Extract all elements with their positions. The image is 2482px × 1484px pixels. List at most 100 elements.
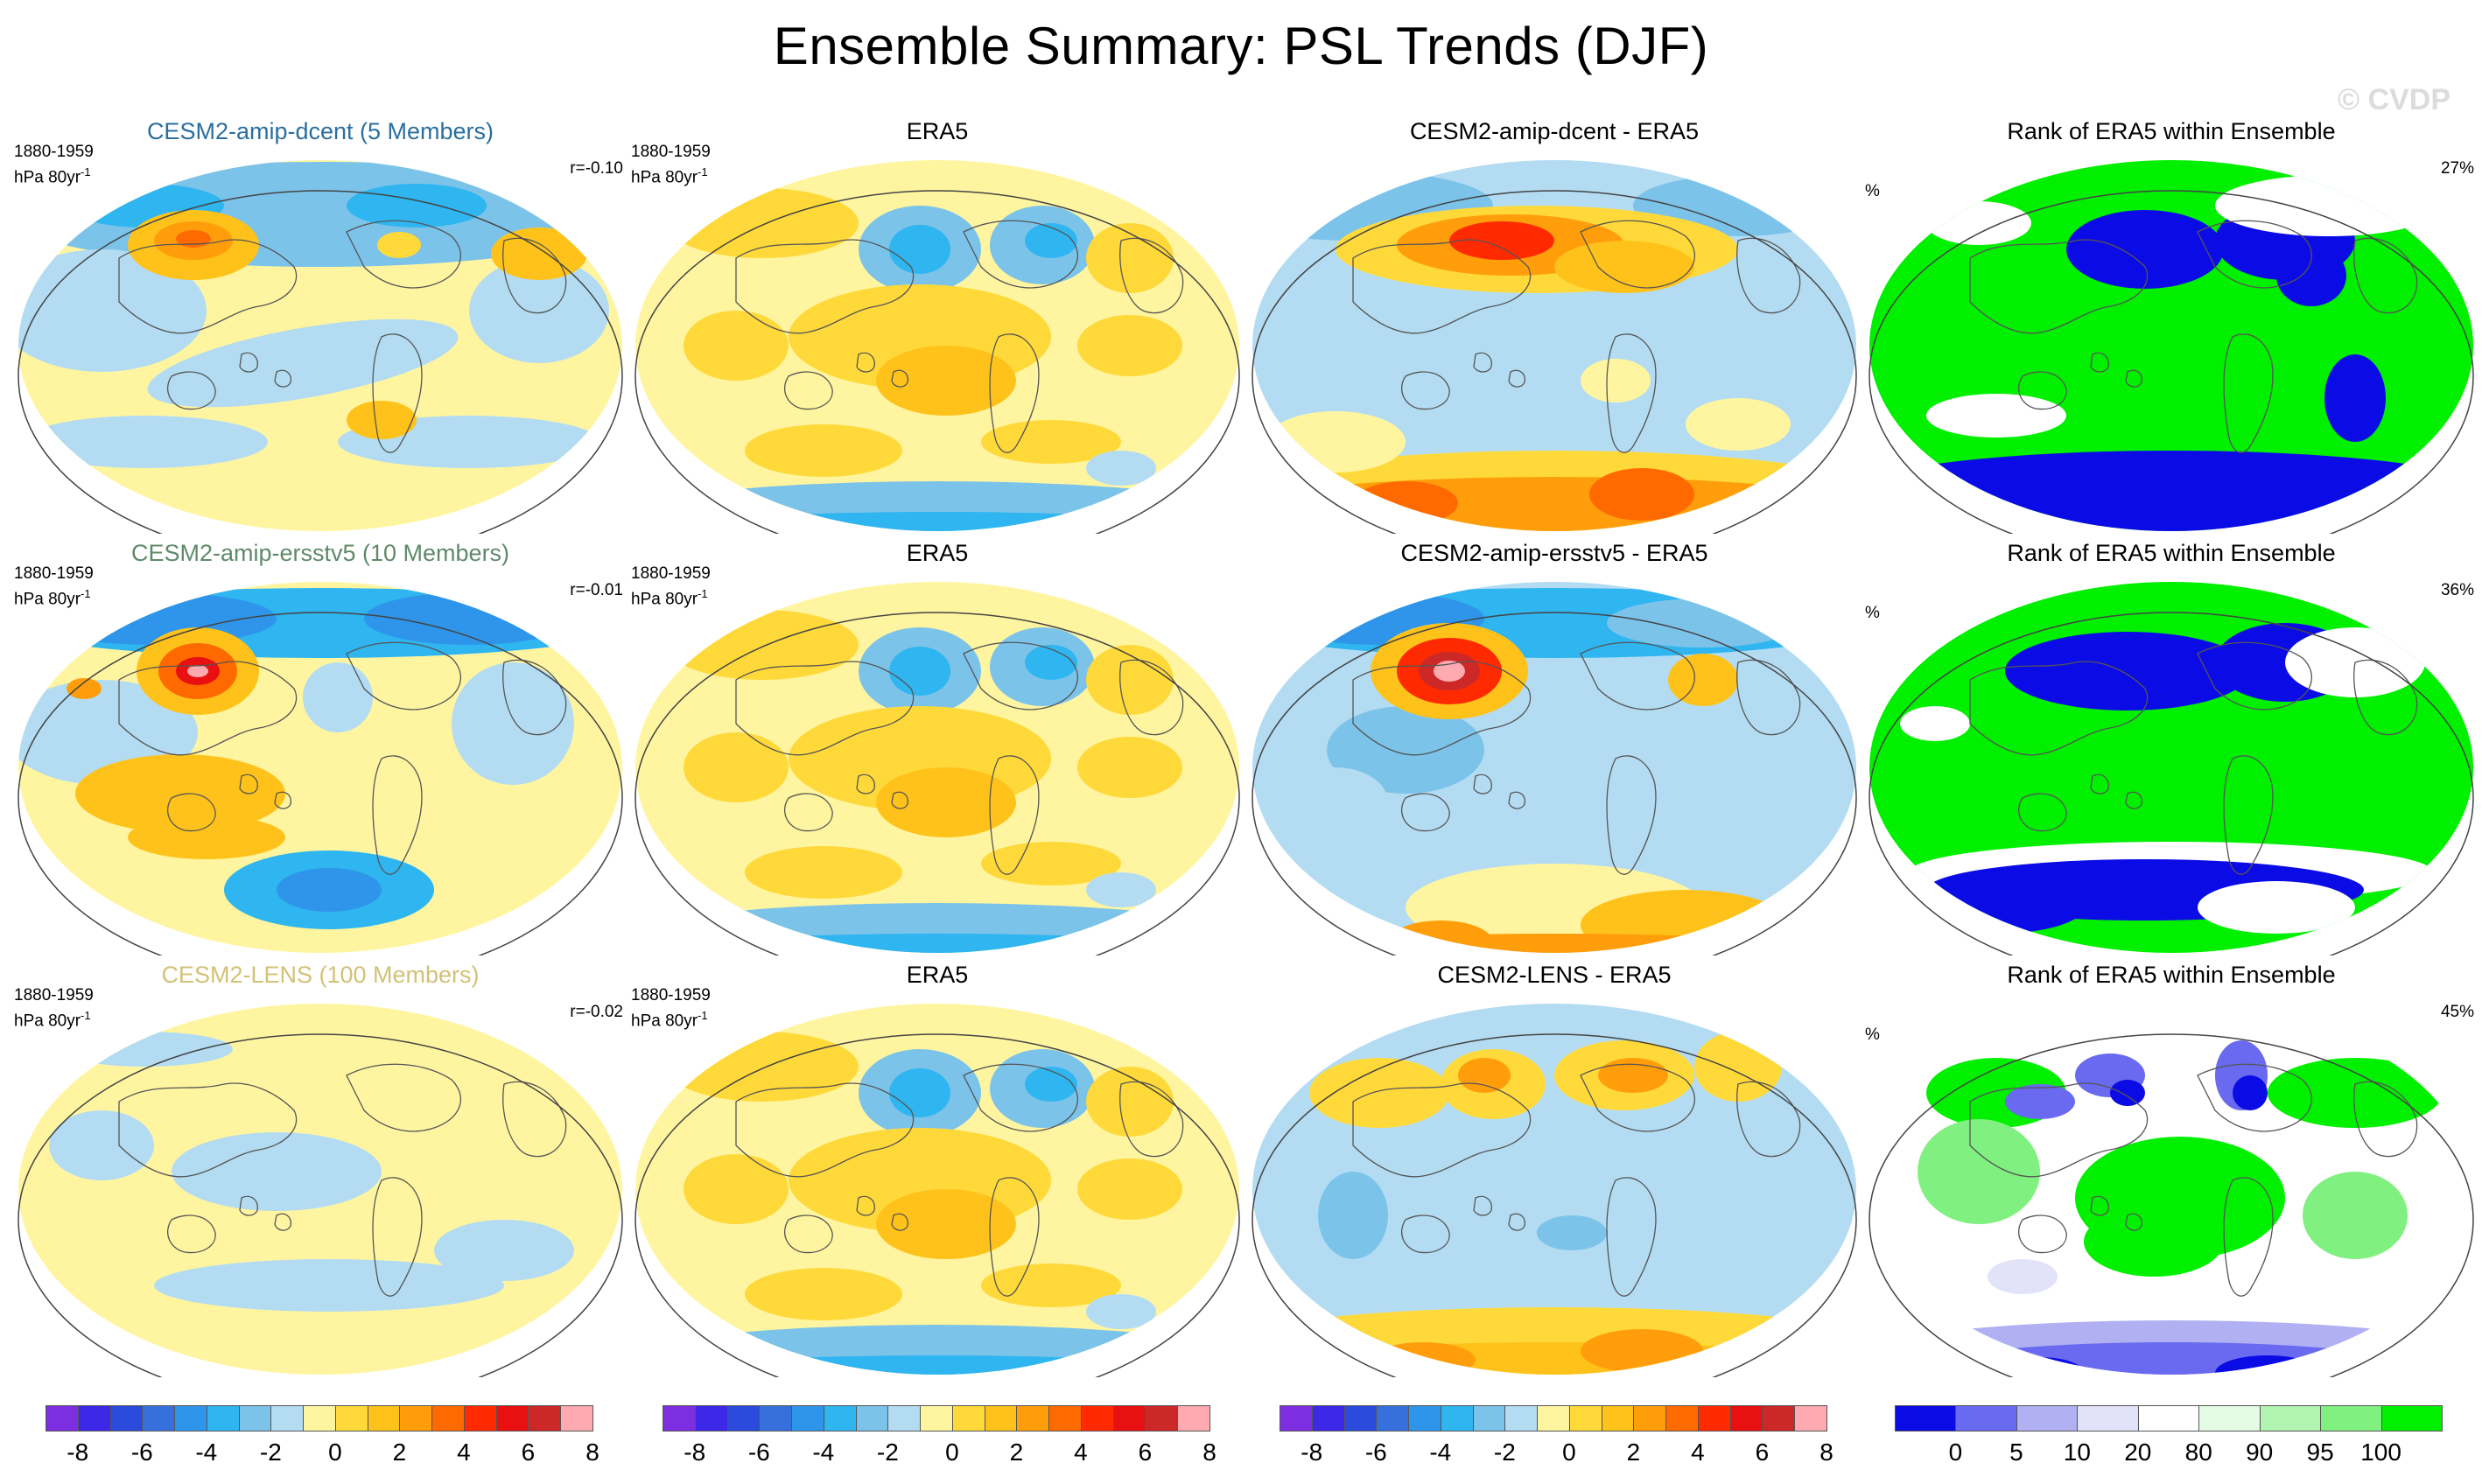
contour-region	[1926, 394, 2066, 438]
colorbar-tick-label: 5	[2009, 1438, 2023, 1466]
coastline	[1119, 237, 1184, 314]
coastline	[963, 220, 1078, 289]
colorbar-swatch	[206, 1405, 240, 1432]
contour-region	[1252, 588, 1856, 658]
colorbar-swatch	[791, 1405, 824, 1432]
contour-region	[303, 662, 373, 732]
coastline	[963, 641, 1078, 710]
contour-region	[1926, 201, 2031, 245]
map-frame	[635, 612, 1240, 956]
trend-colorbar-col2: -8 -6 -4 -2 0 2 4 6 8	[663, 1400, 1216, 1479]
rank-percent-label: 36%	[2440, 581, 2474, 599]
colorbar-tick-label: -4	[195, 1438, 218, 1466]
colorbar-swatch	[1311, 1405, 1345, 1432]
units-text: hPa 80yr	[631, 590, 698, 609]
colorbar-tick-label: 2	[392, 1438, 407, 1466]
coastline	[784, 793, 833, 832]
coastline	[239, 1195, 258, 1216]
contour-region	[1918, 1119, 2040, 1224]
model-panel-title: CESM2-amip-dcent (5 Members)	[146, 118, 494, 144]
colorbar-tick-label: -6	[130, 1438, 153, 1466]
coastline	[1580, 641, 1695, 710]
contour-region	[635, 934, 1239, 953]
colorbar-swatch	[1280, 1405, 1313, 1432]
rank-panel-title: Rank of ERA5 within Ensemble	[2007, 118, 2336, 144]
coastline	[1580, 220, 1695, 289]
contour-region	[889, 225, 950, 274]
units-text: hPa 80yr	[631, 1012, 698, 1031]
map-frame	[1869, 612, 2474, 956]
contour-region	[2005, 632, 2250, 710]
map-frame	[635, 1033, 1240, 1377]
units-exponent: -1	[698, 587, 708, 600]
model-panel-title: CESM2-amip-ersstv5 (10 Members)	[130, 540, 510, 566]
colorbar-swatch	[495, 1405, 529, 1432]
colorbar-swatch	[174, 1405, 207, 1432]
coastline	[2353, 237, 2418, 314]
map-frame	[1869, 1033, 2474, 1377]
period-units-label: 1880-1959 hPa 80yr-1	[631, 564, 711, 609]
coastline	[1736, 659, 1801, 736]
pattern-correlation-label: r=-0.02	[570, 1003, 623, 1021]
contour-region	[2005, 1084, 2075, 1119]
contour-region	[1371, 1342, 1476, 1375]
contour-region	[1086, 451, 1156, 486]
coastline	[1352, 661, 1532, 756]
cvdp-watermark: © CVDP	[2338, 83, 2450, 116]
rank-panel-title: Rank of ERA5 within Ensemble	[2007, 962, 2336, 988]
colorbar-swatch	[2077, 1405, 2139, 1432]
map-frame	[635, 190, 1240, 534]
model-panel-title: CESM2-LENS (100 Members)	[161, 962, 480, 988]
coastline	[735, 661, 915, 756]
coastline	[2018, 371, 2067, 410]
colorbar-swatch	[1440, 1405, 1474, 1432]
contour-region	[2110, 1080, 2145, 1106]
colorbar-tick-label: -4	[812, 1438, 835, 1466]
colorbar-swatch	[463, 1405, 497, 1432]
coastline	[167, 1214, 216, 1254]
coastline	[346, 220, 461, 289]
colorbar-swatch	[560, 1405, 593, 1432]
coastline	[989, 755, 1040, 875]
units-text: hPa 80yr	[14, 590, 81, 609]
units-exponent: -1	[81, 1009, 91, 1022]
coastline	[2090, 352, 2109, 373]
contour-region	[128, 816, 285, 859]
coastline	[372, 333, 423, 453]
panel-rank-row3: Rank of ERA5 within Ensemble% 45%	[1865, 962, 2478, 1377]
coastline	[856, 352, 875, 373]
colorbar-swatch	[431, 1405, 465, 1432]
panel-obs-row3: ERA5 1880-1959 hPa 80yr-1	[631, 962, 1244, 1377]
rank-panel-title: Rank of ERA5 within Ensemble	[2007, 540, 2336, 566]
obs-panel-title: ERA5	[906, 962, 969, 988]
coastline	[2197, 220, 2312, 289]
colorbar-swatch	[142, 1405, 176, 1432]
contour-region	[399, 824, 539, 868]
coastline	[167, 793, 216, 832]
contour-region	[1252, 934, 1856, 953]
colorbar-swatch	[726, 1405, 761, 1432]
units-text: hPa 80yr	[14, 1012, 81, 1031]
contour-region	[2193, 381, 2272, 451]
contour-region	[67, 678, 102, 699]
coastline	[1736, 237, 1801, 314]
coastline	[2125, 369, 2142, 388]
colorbar-tick-label: 80	[2184, 1438, 2212, 1466]
coastline	[1508, 369, 1525, 388]
panel-obs-row2: ERA5 1880-1959 hPa 80yr-1	[631, 540, 1244, 956]
colorbar-swatch	[77, 1405, 111, 1432]
map-frame	[18, 612, 623, 956]
colorbar-tick-label: -8	[67, 1438, 89, 1466]
map-field	[635, 1004, 1240, 1377]
colorbar-swatch	[1762, 1405, 1796, 1432]
coastline	[239, 774, 258, 794]
contour-region	[1025, 645, 1077, 680]
coastline	[989, 1177, 1040, 1297]
period-label: 1880-1959	[14, 143, 94, 161]
coastline	[735, 239, 915, 334]
coastline	[1352, 1082, 1532, 1178]
pattern-correlation-label: r=-0.10	[570, 159, 623, 178]
colorbar-swatch	[920, 1405, 953, 1432]
contour-region	[2268, 1058, 2443, 1128]
units-label: hPa 80yr-1	[14, 1005, 94, 1031]
